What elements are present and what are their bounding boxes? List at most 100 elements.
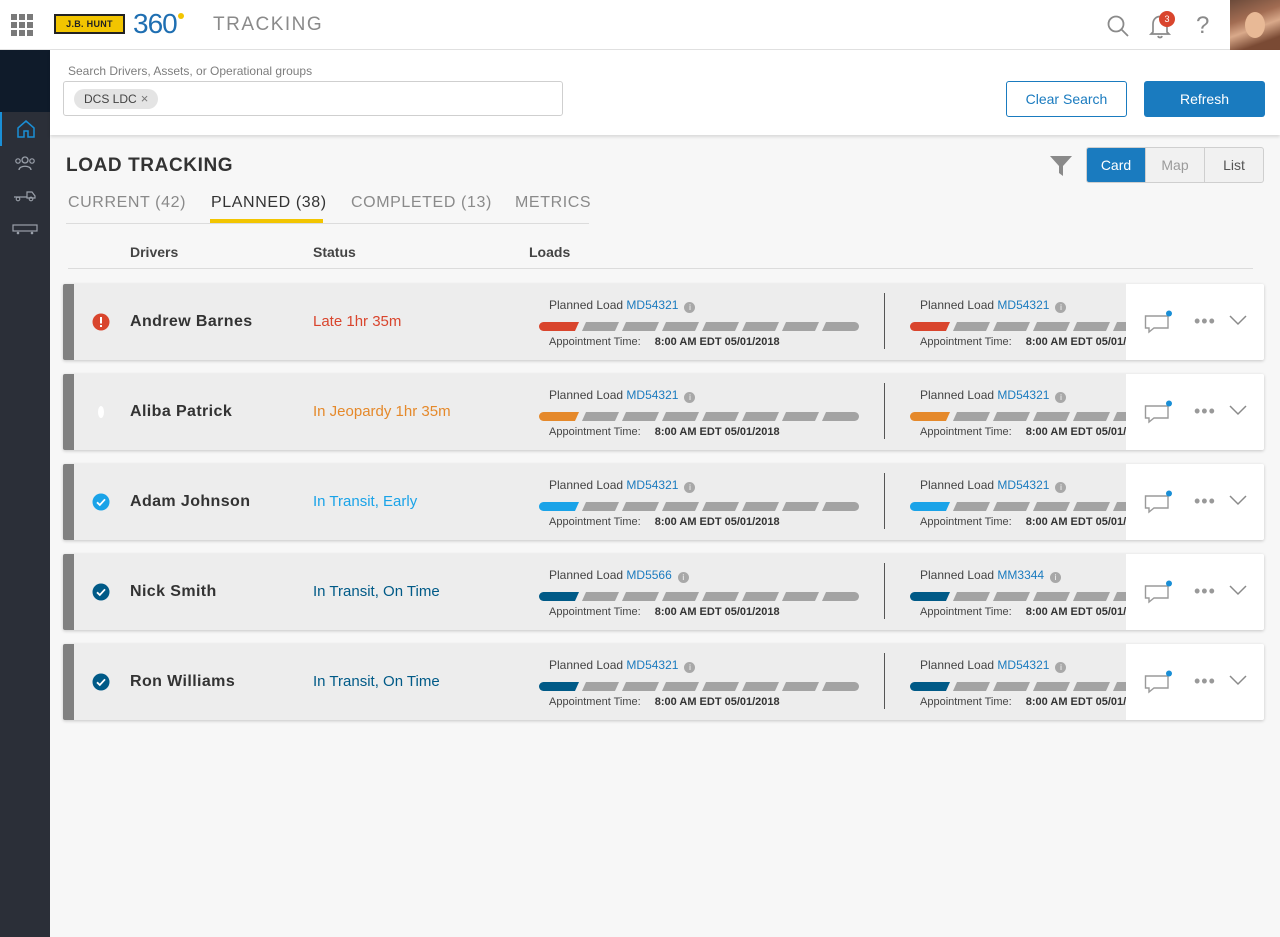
view-map-button[interactable]: Map: [1146, 148, 1205, 182]
chat-icon[interactable]: [1144, 490, 1174, 514]
nav-trucks[interactable]: [0, 178, 50, 212]
info-icon[interactable]: i: [684, 662, 696, 673]
view-list-button[interactable]: List: [1223, 157, 1245, 173]
chat-icon[interactable]: [1144, 400, 1174, 424]
more-options-icon[interactable]: •••: [1194, 401, 1216, 421]
driver-card[interactable]: Aliba Patrick In Jeopardy 1hr 35m Planned …: [63, 374, 1264, 450]
tab-completed[interactable]: COMPLETED (13): [351, 194, 492, 211]
planned-load: Planned Load MD54321 i Appointment Time: 8:…: [910, 658, 1250, 718]
truck-icon: [14, 191, 36, 202]
driver-name[interactable]: Andrew Barnes: [130, 313, 253, 330]
driver-name[interactable]: Nick Smith: [130, 583, 217, 600]
filter-icon[interactable]: [1049, 155, 1073, 177]
appointment-value: 8:00 AM EDT 05/01/2018: [1025, 426, 1151, 438]
info-icon[interactable]: i: [684, 482, 696, 493]
load-id-link[interactable]: MD54321: [626, 658, 679, 672]
load-divider: [884, 563, 885, 619]
load-id-link[interactable]: MD54321: [997, 388, 1050, 402]
driver-card[interactable]: Nick Smith In Transit, On Time Planned Loa…: [63, 554, 1264, 630]
row-actions: •••: [1126, 374, 1264, 450]
column-header-drivers: Drivers: [130, 244, 179, 260]
load-id-link[interactable]: MD54321: [997, 658, 1050, 672]
driver-card[interactable]: Adam Johnson In Transit, Early Planned Loa…: [63, 464, 1264, 540]
jb-hunt-logo[interactable]: J.B. HUNT: [54, 14, 125, 34]
chat-icon[interactable]: [1144, 310, 1174, 334]
more-options-icon[interactable]: •••: [1194, 491, 1216, 511]
driver-name[interactable]: Aliba Patrick: [130, 403, 233, 420]
chevron-down-icon[interactable]: [1229, 404, 1247, 416]
nav-trailers[interactable]: [0, 212, 50, 246]
driver-name[interactable]: Ron Williams: [130, 673, 236, 690]
jeopardy-icon: [92, 403, 110, 421]
load-status: Late 1hr 35m: [313, 313, 402, 330]
more-options-icon[interactable]: •••: [1194, 581, 1216, 601]
check-circle-icon: [92, 673, 110, 691]
user-avatar[interactable]: [1230, 0, 1280, 50]
chat-icon[interactable]: [1144, 670, 1174, 694]
load-id-link[interactable]: MD54321: [626, 478, 679, 492]
view-card-button[interactable]: Card: [1087, 148, 1146, 182]
load-id-link[interactable]: MD5566: [626, 568, 672, 582]
appointment-value: 8:00 AM EDT 05/01/2018: [1025, 606, 1151, 618]
clear-search-button[interactable]: Clear Search: [1006, 81, 1127, 117]
appointment-value: 8:00 AM EDT 05/01/2018: [1025, 336, 1151, 348]
appointment-label: Appointment Time:: [549, 516, 641, 528]
load-id-link[interactable]: MD54321: [997, 298, 1050, 312]
chat-icon[interactable]: [1144, 580, 1174, 604]
tab-bar: CURRENT (42) PLANNED (38) COMPLETED (13)…: [66, 190, 592, 224]
info-icon[interactable]: i: [1055, 482, 1067, 493]
more-options-icon[interactable]: •••: [1194, 671, 1216, 691]
planned-load-label: Planned Load MD54321 i: [920, 388, 1067, 403]
load-id-link[interactable]: MD54321: [626, 298, 679, 312]
view-toggle: Card Map List: [1086, 147, 1264, 183]
row-actions: •••: [1126, 644, 1264, 720]
more-options-icon[interactable]: •••: [1194, 311, 1216, 331]
chip-remove-icon[interactable]: ×: [140, 91, 149, 106]
tab-planned[interactable]: PLANNED (38): [211, 194, 327, 211]
info-icon[interactable]: i: [1055, 662, 1067, 673]
appointment-time: Appointment Time: 8:00 AM EDT 05/01/2018: [920, 606, 1151, 618]
app-title: TRACKING: [213, 14, 324, 35]
planned-load-text: Planned Load: [920, 298, 995, 312]
help-icon[interactable]: ?: [1196, 12, 1210, 39]
search-chip[interactable]: DCS LDC ×: [74, 89, 159, 109]
nav-home[interactable]: [0, 112, 50, 146]
driver-card[interactable]: Andrew Barnes Late 1hr 35m Planned Load MD…: [63, 284, 1264, 360]
appointment-label: Appointment Time:: [920, 426, 1012, 438]
planned-load-label: Planned Load MD5566 i: [549, 568, 689, 583]
info-icon[interactable]: i: [677, 572, 689, 583]
nav-drivers[interactable]: [0, 146, 50, 180]
driver-card[interactable]: Ron Williams In Transit, On Time Planned L…: [63, 644, 1264, 720]
planned-load-text: Planned Load: [549, 388, 624, 402]
load-progress-bar: [539, 588, 859, 601]
appointment-value: 8:00 AM EDT 05/01/2018: [1025, 516, 1151, 528]
appointment-time: Appointment Time: 8:00 AM EDT 05/01/2018: [549, 516, 780, 528]
info-icon[interactable]: i: [1050, 572, 1062, 583]
search-input[interactable]: DCS LDC ×: [63, 81, 563, 116]
chevron-down-icon[interactable]: [1229, 314, 1247, 326]
chevron-down-icon[interactable]: [1229, 494, 1247, 506]
appointment-label: Appointment Time:: [920, 516, 1012, 528]
appointment-label: Appointment Time:: [549, 426, 641, 438]
load-id-link[interactable]: MD54321: [997, 478, 1050, 492]
appointment-label: Appointment Time:: [549, 606, 641, 618]
tab-current[interactable]: CURRENT (42): [68, 194, 187, 211]
refresh-button[interactable]: Refresh: [1144, 81, 1265, 117]
load-id-link[interactable]: MD54321: [626, 388, 679, 402]
info-icon[interactable]: i: [1055, 392, 1067, 403]
appointment-value: 8:00 AM EDT 05/01/2018: [654, 336, 780, 348]
planned-load: Planned Load MD54321 i Appointment Time: 8:…: [539, 298, 879, 358]
chip-label: DCS LDC: [84, 92, 137, 106]
tab-metrics[interactable]: METRICS: [515, 194, 592, 211]
info-icon[interactable]: i: [1055, 302, 1067, 313]
search-icon[interactable]: [1106, 14, 1130, 38]
header-divider: [68, 268, 1253, 269]
apps-grid-icon[interactable]: [11, 14, 33, 36]
driver-name[interactable]: Adam Johnson: [130, 493, 251, 510]
load-status: In Transit, Early: [313, 493, 418, 510]
chevron-down-icon[interactable]: [1229, 674, 1247, 686]
chevron-down-icon[interactable]: [1229, 584, 1247, 596]
info-icon[interactable]: i: [684, 302, 696, 313]
info-icon[interactable]: i: [684, 392, 696, 403]
load-id-link[interactable]: MM3344: [997, 568, 1045, 582]
